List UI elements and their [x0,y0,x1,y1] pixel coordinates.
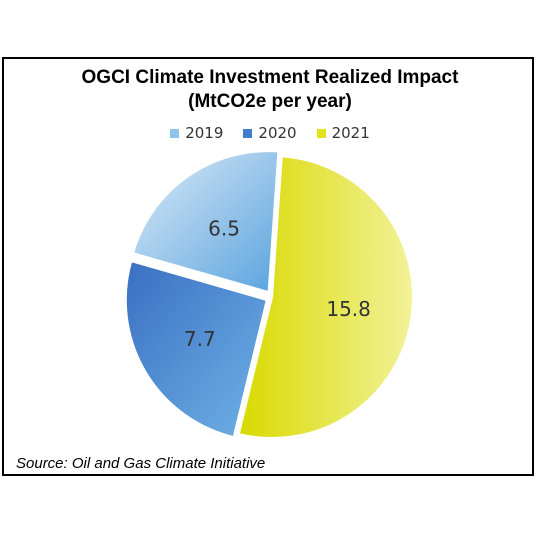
data-label-2019: 6.5 [208,217,240,241]
pie-slice-2020 [124,259,269,439]
chart-title: OGCI Climate Investment Realized Impact [81,67,459,88]
legend-swatch-2019 [170,128,180,138]
pie-slice-2021 [237,155,414,439]
legend-swatch-2021 [316,128,326,138]
pie-slice-2019 [131,150,280,294]
legend-item-2020: 2020 [243,124,297,142]
legend-swatch-2020 [243,128,253,138]
legend-label-2019: 2019 [185,124,224,142]
chart-subtitle: (MtCO2e per year) [188,91,352,112]
legend-item-2019: 2019 [170,124,223,142]
data-label-2021: 15.8 [326,297,371,321]
source-note: Source: Oil and Gas Climate Initiative [16,455,266,472]
legend-label-2020: 2020 [258,124,297,142]
legend: 2019 2020 2021 [0,124,540,142]
legend-item-2021: 2021 [316,124,370,142]
legend-label-2021: 2021 [331,124,370,142]
data-label-2020: 7.7 [184,327,216,351]
